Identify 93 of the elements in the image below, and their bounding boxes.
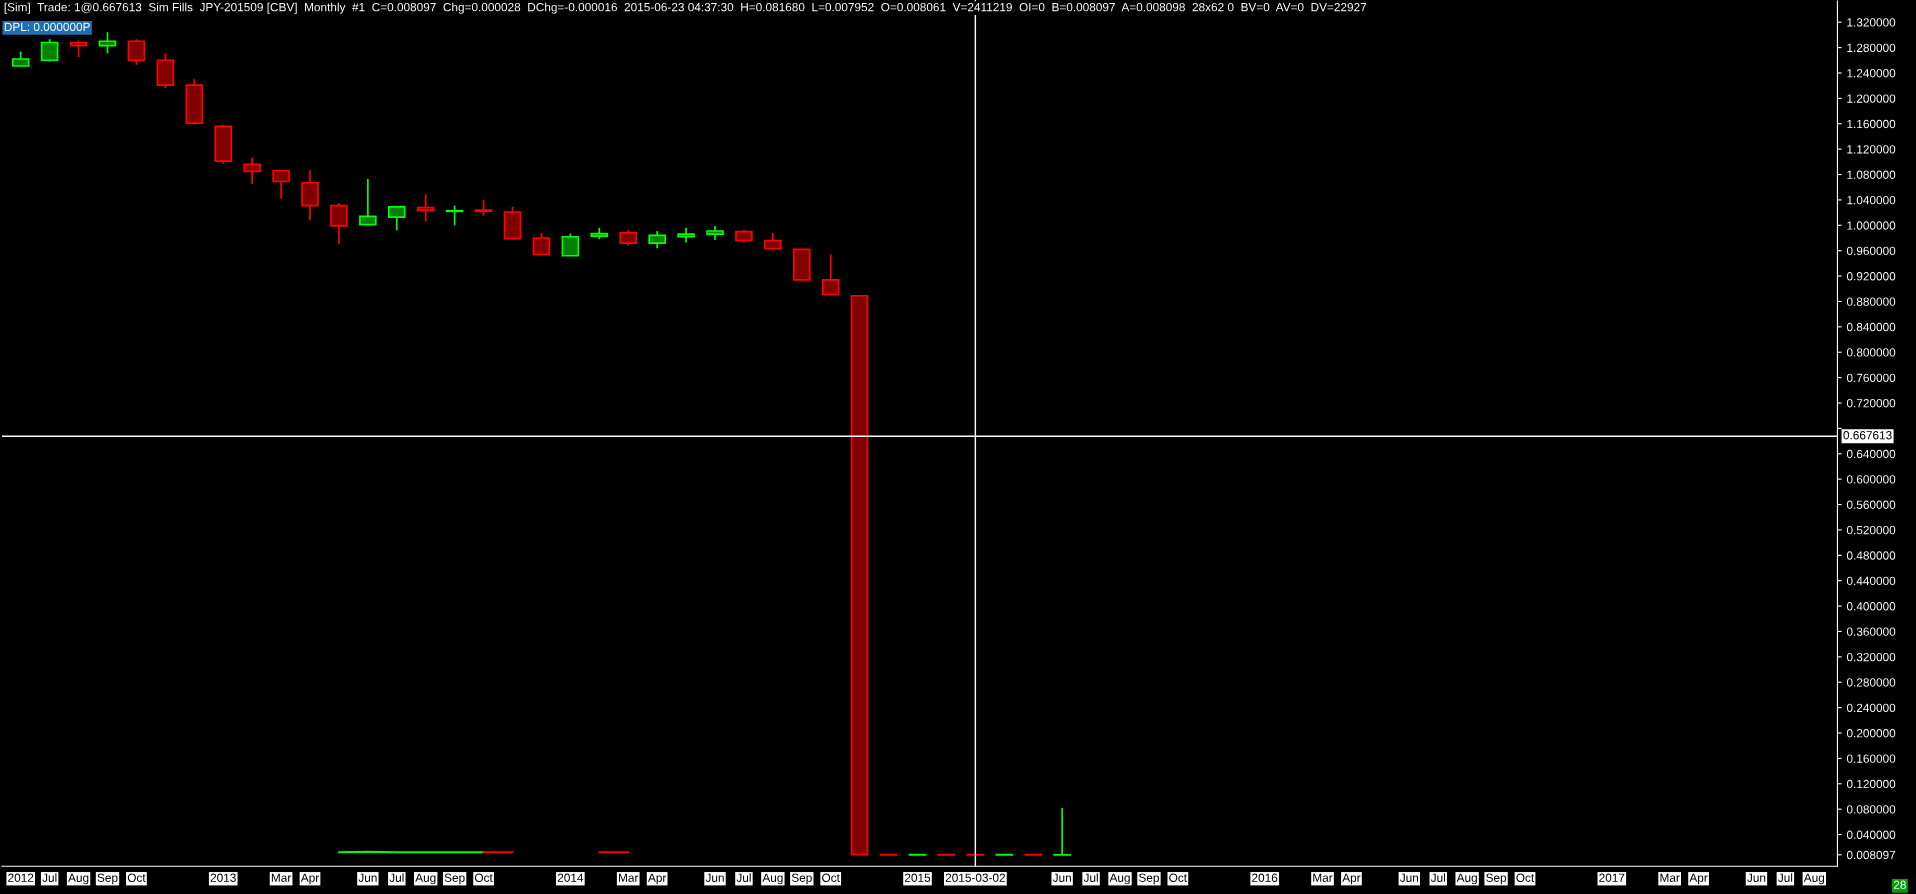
y-tick-label: 0.440000 bbox=[1846, 576, 1896, 586]
y-tick-label: 0.080000 bbox=[1846, 805, 1896, 814]
candlestick bbox=[330, 202, 348, 246]
text: DPL: 0.000000P bbox=[4, 22, 90, 32]
x-tick-label: Oct bbox=[1169, 873, 1187, 882]
ref-line-label: 0.667613 bbox=[1843, 431, 1892, 440]
y-tick-label: 0.720000 bbox=[1846, 399, 1896, 408]
x-tick-label: Aug bbox=[1803, 873, 1825, 885]
y-tick-label: 0.200000 bbox=[1846, 729, 1896, 738]
candlestick bbox=[243, 156, 261, 185]
candlestick bbox=[359, 178, 377, 226]
y-tick-label: 0.240000 bbox=[1846, 703, 1896, 713]
x-tick-label: Aug bbox=[762, 873, 783, 885]
x-tick-label: Oct bbox=[127, 873, 146, 882]
x-tick-label: Apr bbox=[1342, 873, 1361, 885]
x-tick-label: Mar bbox=[271, 873, 292, 882]
x-tick-label: Sep bbox=[444, 873, 465, 885]
y-tick-label: 1.000000 bbox=[1847, 221, 1896, 230]
candlestick bbox=[272, 169, 290, 200]
x-tick-label: 2015 bbox=[904, 873, 931, 882]
y-tick-label: 1.200000 bbox=[1847, 94, 1896, 103]
x-tick-label: Jul bbox=[42, 873, 57, 882]
x-tick-label: Jun bbox=[1052, 873, 1071, 882]
y-tick-label: 0.800000 bbox=[1846, 348, 1896, 357]
x-tick-label: Oct bbox=[474, 873, 493, 882]
candlestick bbox=[821, 253, 840, 296]
text: 28 bbox=[1893, 880, 1906, 889]
x-tick-label: 2014 bbox=[557, 873, 584, 882]
chart-title: [Sim] Trade: 1@0.667613 Sim Fills JPY-201509 [CBV] Monthly #1 C=0.008097 Chg=0.000028 DChg=-0.000016 2015-06-23 04:37:30 H=0.081680 L=0.007952 O=0.008061 V=2411219 OI=0 B=0.008097 A=0.008098 28x62 0 BV=0 AV=0 DV=22927 bbox=[4, 2, 1367, 14]
x-tick-label: Jun bbox=[358, 873, 377, 882]
x-tick-label: Mar bbox=[1313, 873, 1333, 882]
y-tick-label: 0.400000 bbox=[1846, 602, 1896, 611]
y-tick-label: 0.480000 bbox=[1846, 551, 1896, 560]
candlestick bbox=[1053, 807, 1071, 856]
y-tick-label: 0.920000 bbox=[1846, 272, 1896, 281]
y-tick-label: 0.008097 bbox=[1846, 850, 1896, 860]
y-tick-label: 1.240000 bbox=[1847, 69, 1896, 78]
x-tick-label: Aug bbox=[415, 873, 436, 885]
y-tick-label: 1.160000 bbox=[1847, 119, 1896, 129]
x-tick-label: Aug bbox=[1456, 873, 1477, 885]
y-tick-label: 1.320000 bbox=[1847, 18, 1896, 27]
y-tick-label: 0.760000 bbox=[1846, 373, 1896, 383]
y-tick-label: 0.320000 bbox=[1846, 652, 1896, 662]
x-tick-label: Jul bbox=[736, 873, 751, 882]
y-tick-label: 0.040000 bbox=[1846, 830, 1896, 839]
x-tick-label: 2016 bbox=[1252, 873, 1278, 882]
y-tick-label: 0.840000 bbox=[1846, 322, 1896, 332]
y-tick-label: 0.160000 bbox=[1846, 754, 1896, 763]
x-tick-label: Jun bbox=[705, 873, 724, 882]
candlestick bbox=[561, 232, 580, 257]
x-tick-label: Apr bbox=[300, 873, 319, 885]
x-tick-label: Oct bbox=[1516, 873, 1535, 882]
candlestick bbox=[388, 205, 406, 232]
y-tick-label: 1.280000 bbox=[1847, 43, 1896, 52]
candlestick bbox=[40, 38, 59, 63]
x-tick-label: 2017 bbox=[1599, 873, 1625, 882]
candlestick bbox=[301, 169, 319, 222]
x-tick-label: Sep bbox=[97, 873, 118, 885]
candlestick bbox=[127, 38, 146, 66]
x-tick-label: Apr bbox=[1689, 873, 1708, 885]
x-tick-label: Oct bbox=[822, 873, 840, 882]
x-tick-label: Jul bbox=[389, 873, 404, 882]
y-tick-label: 1.040000 bbox=[1847, 195, 1896, 205]
y-tick-label: 1.080000 bbox=[1847, 170, 1896, 179]
y-tick-label: 0.560000 bbox=[1846, 500, 1896, 509]
x-tick-label: Aug bbox=[1109, 873, 1130, 885]
y-tick-label: 0.120000 bbox=[1846, 779, 1896, 789]
x-tick-label: Sep bbox=[791, 873, 812, 885]
y-tick-label: 0.640000 bbox=[1846, 449, 1896, 459]
candlestick bbox=[532, 232, 551, 256]
x-tick-label: 2013 bbox=[210, 873, 236, 882]
candlestick bbox=[98, 31, 117, 55]
x-tick-label: Mar bbox=[619, 873, 639, 882]
x-tick-label: Jul bbox=[1083, 873, 1098, 882]
y-tick-label: 0.360000 bbox=[1846, 627, 1896, 636]
x-tick-label: Sep bbox=[1486, 873, 1507, 885]
candlestick bbox=[416, 193, 435, 223]
x-tick-label: 2015-03-02 bbox=[945, 873, 1005, 882]
y-tick-label: 0.600000 bbox=[1846, 475, 1896, 484]
y-tick-label: 1.120000 bbox=[1847, 145, 1896, 154]
y-tick-label: 0.280000 bbox=[1846, 678, 1896, 687]
x-tick-label: Aug bbox=[68, 873, 89, 885]
x-tick-label: 2012 bbox=[8, 873, 34, 882]
y-tick-label: 0.520000 bbox=[1846, 525, 1896, 535]
x-tick-label: Jun bbox=[1747, 873, 1766, 882]
x-tick-label: Jun bbox=[1399, 873, 1419, 882]
x-tick-label: Mar bbox=[1660, 873, 1680, 882]
y-tick-label: 0.960000 bbox=[1846, 246, 1896, 256]
x-tick-label: Apr bbox=[647, 873, 667, 885]
x-tick-label: Sep bbox=[1138, 873, 1159, 885]
y-tick-label: 0.880000 bbox=[1846, 297, 1896, 306]
x-tick-label: Jul bbox=[1778, 873, 1793, 882]
x-tick-label: Jul bbox=[1430, 873, 1445, 882]
